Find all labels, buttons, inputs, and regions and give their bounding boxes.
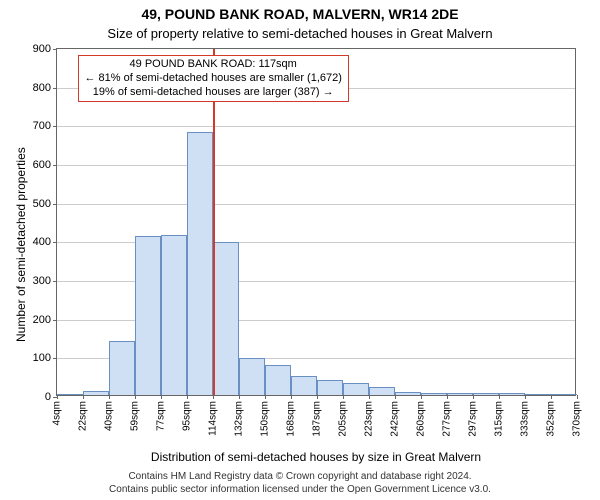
histogram-bar (187, 132, 213, 395)
x-tick-label: 315sqm (494, 401, 505, 437)
x-tick-mark (83, 395, 84, 399)
x-tick-label: 114sqm (208, 401, 219, 436)
x-tick-label: 40sqm (104, 401, 115, 431)
y-tick-label: 700 (33, 120, 51, 132)
y-tick-label: 100 (33, 352, 51, 364)
y-tick-mark (53, 126, 57, 127)
x-tick-mark (187, 395, 188, 399)
histogram-bar (265, 365, 291, 395)
copyright-notice: Contains HM Land Registry data © Crown c… (0, 471, 600, 496)
histogram-bar (317, 380, 343, 395)
x-tick-mark (161, 395, 162, 399)
y-tick-label: 400 (33, 236, 51, 248)
histogram-bar (525, 394, 551, 395)
x-tick-label: 187sqm (312, 401, 323, 437)
x-tick-mark (135, 395, 136, 399)
y-tick-label: 500 (33, 198, 51, 210)
y-tick-label: 300 (33, 275, 51, 287)
x-tick-label: 22sqm (78, 401, 89, 431)
y-tick-mark (53, 281, 57, 282)
copyright-line-1: Contains HM Land Registry data © Crown c… (0, 471, 600, 484)
histogram-bar (291, 376, 317, 395)
chart-title: 49, POUND BANK ROAD, MALVERN, WR14 2DE (0, 6, 600, 22)
x-tick-mark (317, 395, 318, 399)
x-tick-label: 277sqm (442, 401, 453, 437)
y-tick-mark (53, 88, 57, 89)
chart-container: 49, POUND BANK ROAD, MALVERN, WR14 2DE S… (0, 0, 600, 500)
y-tick-mark (53, 49, 57, 50)
x-tick-label: 77sqm (156, 401, 167, 431)
x-tick-mark (447, 395, 448, 399)
grid-line (57, 126, 575, 127)
x-tick-label: 59sqm (130, 401, 141, 431)
annotation-line: 19% of semi-detached houses are larger (… (85, 86, 342, 100)
x-tick-label: 205sqm (338, 401, 349, 437)
y-tick-label: 600 (33, 159, 51, 171)
x-tick-mark (395, 395, 396, 399)
histogram-bar (473, 393, 499, 395)
x-tick-label: 370sqm (572, 401, 583, 437)
x-tick-label: 352sqm (546, 401, 557, 437)
histogram-bar (421, 393, 447, 395)
chart-subtitle: Size of property relative to semi-detach… (0, 26, 600, 41)
x-tick-label: 168sqm (286, 401, 297, 437)
copyright-line-2: Contains public sector information licen… (0, 484, 600, 497)
x-tick-mark (57, 395, 58, 399)
x-tick-label: 95sqm (182, 401, 193, 431)
y-tick-label: 0 (45, 391, 51, 403)
annotation-line: 49 POUND BANK ROAD: 117sqm (85, 58, 342, 72)
x-tick-label: 132sqm (234, 401, 245, 437)
histogram-bar (57, 394, 83, 395)
histogram-bar (447, 393, 473, 395)
x-tick-mark (551, 395, 552, 399)
histogram-bar (161, 235, 187, 395)
y-tick-label: 200 (33, 314, 51, 326)
x-tick-mark (525, 395, 526, 399)
x-tick-mark (213, 395, 214, 399)
histogram-bar (213, 242, 239, 395)
y-tick-mark (53, 320, 57, 321)
histogram-bar (551, 394, 577, 395)
y-tick-mark (53, 242, 57, 243)
x-tick-mark (577, 395, 578, 399)
x-tick-mark (421, 395, 422, 399)
x-tick-mark (291, 395, 292, 399)
x-tick-mark (499, 395, 500, 399)
grid-line (57, 165, 575, 166)
annotation-line: ← 81% of semi-detached houses are smalle… (85, 72, 342, 86)
x-tick-mark (369, 395, 370, 399)
plot-area: 01002003004005006007008009004sqm22sqm40s… (56, 48, 576, 396)
histogram-bar (395, 392, 421, 395)
histogram-bar (109, 341, 135, 395)
histogram-bar (239, 358, 265, 395)
x-tick-label: 297sqm (468, 401, 479, 437)
x-tick-label: 333sqm (520, 401, 531, 437)
grid-line (57, 204, 575, 205)
y-tick-label: 900 (33, 43, 51, 55)
histogram-bar (369, 387, 395, 396)
y-tick-mark (53, 358, 57, 359)
x-tick-mark (343, 395, 344, 399)
annotation-box: 49 POUND BANK ROAD: 117sqm← 81% of semi-… (78, 55, 349, 102)
y-tick-label: 800 (33, 82, 51, 94)
histogram-bar (499, 393, 525, 395)
x-tick-label: 242sqm (390, 401, 401, 437)
y-tick-mark (53, 165, 57, 166)
y-axis-label: Number of semi-detached properties (14, 147, 28, 342)
x-tick-mark (109, 395, 110, 399)
x-tick-label: 223sqm (364, 401, 375, 437)
histogram-bar (343, 383, 369, 395)
x-tick-mark (473, 395, 474, 399)
y-tick-mark (53, 204, 57, 205)
x-tick-label: 150sqm (260, 401, 271, 437)
histogram-bar (83, 391, 109, 395)
x-tick-label: 260sqm (416, 401, 427, 437)
x-axis-label: Distribution of semi-detached houses by … (56, 450, 576, 464)
x-tick-mark (265, 395, 266, 399)
x-tick-label: 4sqm (52, 401, 63, 425)
x-tick-mark (239, 395, 240, 399)
histogram-bar (135, 236, 161, 395)
